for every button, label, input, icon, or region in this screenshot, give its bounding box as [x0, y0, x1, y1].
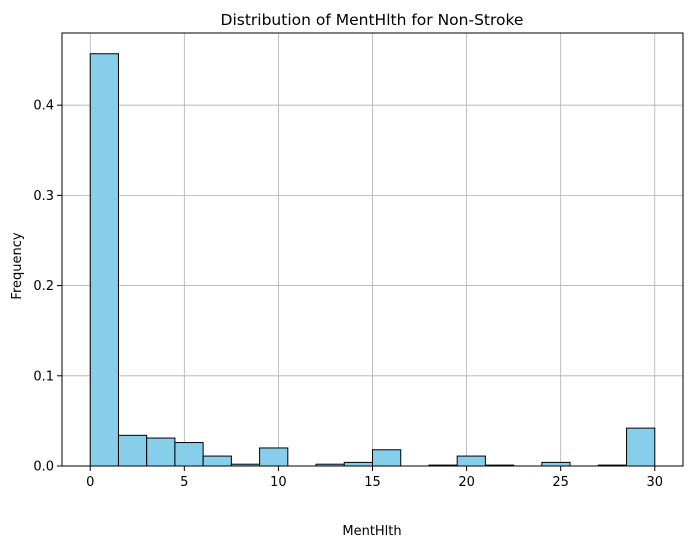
- y-axis-label: Frequency: [10, 232, 25, 299]
- y-tick-label: 0.3: [33, 189, 54, 204]
- histogram-bar: [174, 442, 204, 467]
- histogram-bars: [89, 53, 656, 467]
- histogram-bar: [117, 434, 148, 467]
- x-axis-ticks: 0 5 10 15 20 25 30: [86, 466, 663, 490]
- x-tick-label: 5: [180, 475, 188, 490]
- x-axis-label: MentHlth: [342, 524, 401, 539]
- y-tick-label: 0.0: [33, 460, 54, 475]
- x-tick-label: 0: [86, 475, 94, 490]
- y-tick-label: 0.2: [33, 279, 54, 294]
- x-tick-label: 25: [552, 475, 569, 490]
- x-tick-label: 10: [270, 475, 287, 490]
- histogram-bar: [259, 447, 289, 467]
- y-tick-label: 0.1: [33, 369, 54, 384]
- histogram-bar: [146, 437, 176, 467]
- x-tick-label: 15: [364, 475, 381, 490]
- histogram-bar: [626, 427, 656, 467]
- histogram-bar: [202, 455, 232, 467]
- y-axis-ticks: 0.0 0.1 0.2 0.3 0.4: [33, 99, 62, 475]
- histogram-bar: [343, 461, 374, 467]
- histogram-bar: [372, 449, 402, 467]
- x-tick-label: 30: [646, 475, 663, 490]
- y-tick-label: 0.4: [33, 99, 54, 114]
- histogram-bar: [89, 53, 119, 467]
- chart-title: Distribution of MentHlth for Non-Stroke: [221, 11, 524, 29]
- histogram-bar: [541, 461, 571, 467]
- x-tick-label: 20: [458, 475, 475, 490]
- histogram-bar: [456, 455, 486, 467]
